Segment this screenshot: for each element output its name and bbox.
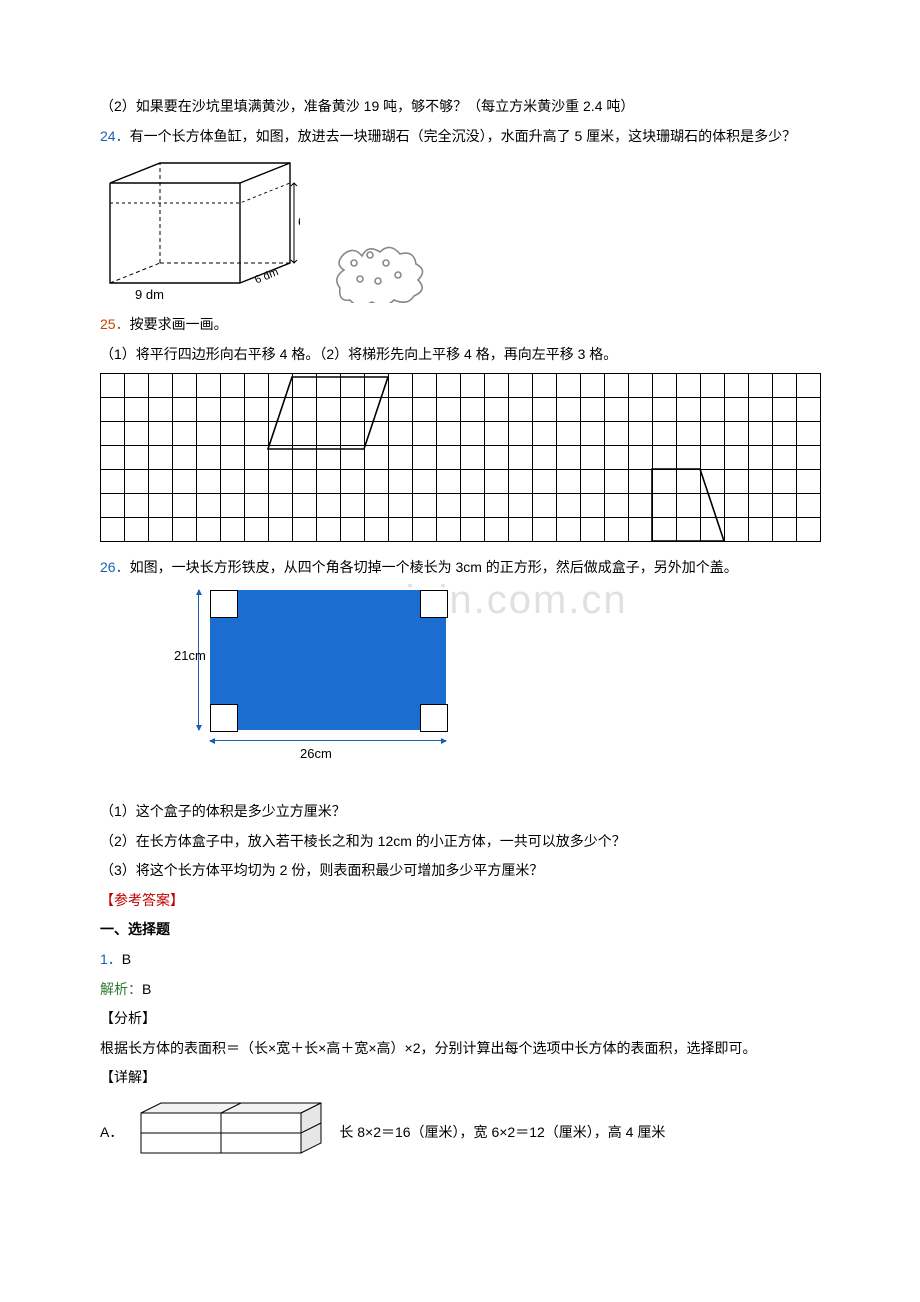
translation-grid [100,373,821,542]
a1-analysis-label: 【分析】 [100,1005,820,1032]
q26-1: （1）这个盒子的体积是多少立方厘米？ [100,798,820,825]
cut-corner [210,590,238,618]
q26: 26．如图，一块长方形铁皮，从四个角各切掉一个棱长为 3cm 的正方形，然后做成… [100,554,820,581]
iron-height-label: 21cm [174,644,206,669]
iron-width-label: 26cm [300,742,332,767]
q25: 25．按要求画一画。 [100,311,820,338]
q24-figure: 9 dm 6 dm 6 dm [100,153,820,303]
iron-sheet-figure: www.zixin.com.cn 21cm 26cm [150,584,490,784]
q24: 24．有一个长方体鱼缸，如图，放进去一块珊瑚石（完全沉没），水面升高了 5 厘米… [100,123,820,150]
cut-corner [420,704,448,732]
a1-value: B [122,951,131,967]
q26-number: 26． [100,559,130,575]
tank-height-label: 6 dm [298,214,300,229]
q24-text: 有一个长方体鱼缸，如图，放进去一块珊瑚石（完全沉没），水面升高了 5 厘米，这块… [130,128,797,144]
q24-number: 24． [100,128,130,144]
q23-part2: （2）如果要在沙坑里填满黄沙，准备黄沙 19 吨，够不够？（每立方米黄沙重 2.… [100,93,820,120]
option-a-row: A． 长 8×2＝16（厘米），宽 6×2＝12（厘米），高 4 厘米 [100,1101,820,1163]
a1-number: 1． [100,951,122,967]
cut-corner [420,590,448,618]
a1-explain: 解析：B [100,976,820,1003]
a1-detail-label: 【详解】 [100,1064,820,1091]
q26-2: （2）在长方体盒子中，放入若干棱长之和为 12cm 的小正方体，一共可以放多少个… [100,828,820,855]
option-a-label: A． [100,1119,123,1146]
q25-number: 25． [100,316,130,332]
q26-text: 如图，一块长方形铁皮，从四个角各切掉一个棱长为 3cm 的正方形，然后做成盒子，… [130,559,738,575]
q25-text: 按要求画一画。 [130,316,228,332]
a1-analysis: 根据长方体的表面积＝（长×宽＋长×高＋宽×高）×2，分别计算出每个选项中长方体的… [100,1035,820,1062]
q25-sub: （1）将平行四边形向右平移 4 格。（2）将梯形先向上平移 4 格，再向左平移 … [100,341,820,368]
explain-value: B [142,981,151,997]
option-a-text: 长 8×2＝16（厘米），宽 6×2＝12（厘米），高 4 厘米 [339,1119,665,1146]
tank-depth-label: 6 dm [253,266,280,286]
coral-icon [320,233,430,303]
q26-3: （3）将这个长方体平均切为 2 份，则表面积最少可增加多少平方厘米？ [100,857,820,884]
fish-tank-3d: 9 dm 6 dm 6 dm [100,153,300,303]
section-1-title: 一、选择题 [100,916,820,943]
explain-label: 解析： [100,981,142,997]
cut-corner [210,704,238,732]
tank-width-label: 9 dm [135,287,164,302]
cuboid-a [131,1101,331,1163]
answer-1: 1．B [100,946,820,973]
answer-key-heading: 【参考答案】 [100,887,820,914]
iron-rect [210,590,446,730]
width-arrow [210,740,446,741]
grid-shapes [100,373,820,541]
